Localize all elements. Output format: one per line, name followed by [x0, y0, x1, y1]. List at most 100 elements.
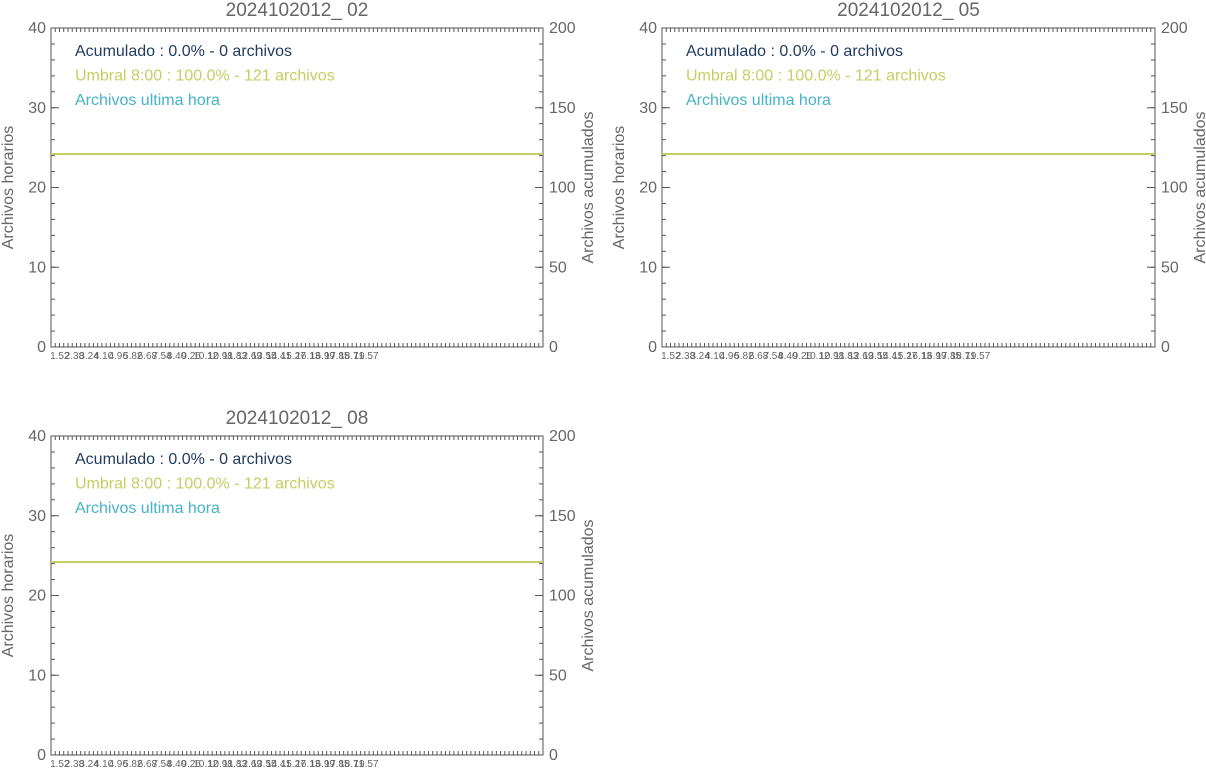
x-tick-label: 2.38	[65, 351, 85, 362]
y-left-tick-label: 40	[639, 20, 657, 37]
y-right-tick-label: 100	[549, 588, 576, 605]
x-tick-label: 7.54	[763, 351, 783, 362]
x-tick-label: 16.13	[295, 759, 320, 770]
x-tick-label: 18.71	[339, 759, 364, 770]
x-tick-label: 6.68	[138, 351, 158, 362]
y-left-tick-label: 0	[648, 339, 657, 356]
x-tick-label: 15.27	[892, 351, 917, 362]
legend-entry-threshold: Umbral 8:00 : 100.0% - 121 archivos	[686, 68, 946, 85]
x-tick-label: 9.26	[181, 351, 201, 362]
y-right-tick-label: 100	[1161, 180, 1188, 197]
x-tick-label: 9.26	[181, 759, 201, 770]
y-right-tick-label: 50	[549, 259, 567, 276]
legend-entry-accumulated: Acumulado : 0.0% - 0 archivos	[75, 451, 292, 468]
x-tick-label: 13.55	[252, 759, 277, 770]
x-tick-label: 13.55	[252, 351, 277, 362]
x-tick-label: 10.12	[193, 759, 218, 770]
y-left-tick-label: 10	[639, 259, 657, 276]
x-tick-label: 16.13	[295, 351, 320, 362]
y-left-tick-label: 30	[639, 100, 657, 117]
x-tick-label: 5.82	[123, 759, 143, 770]
y-left-tick-label: 30	[28, 508, 46, 525]
y-left-tick-label: 10	[28, 667, 46, 684]
x-tick-label: 12.69	[237, 351, 262, 362]
y-right-tick-label: 150	[549, 508, 576, 525]
x-tick-label: 17.85	[936, 351, 961, 362]
x-tick-label: 4.96	[720, 351, 740, 362]
x-tick-label: 4.96	[108, 351, 128, 362]
x-tick-label: 17.85	[325, 759, 350, 770]
x-tick-label: 4.10	[705, 351, 725, 362]
x-tick-label: 4.10	[94, 759, 114, 770]
x-tick-label: 19.57	[354, 759, 379, 770]
chart-panel-2: 2024102012_ 05 1.522.383.244.104.965.826.…	[611, 0, 1206, 362]
y-right-tick-label: 0	[549, 747, 558, 764]
x-tick-label: 10.98	[819, 351, 844, 362]
x-tick-label: 16.99	[921, 351, 946, 362]
x-tick-label: 2.38	[676, 351, 696, 362]
x-minor-ticks	[50, 436, 544, 755]
x-tick-label: 12.69	[237, 759, 262, 770]
y-right-tick-label: 0	[549, 339, 558, 356]
legend-entry-last_hour: Archivos ultima hora	[686, 92, 831, 109]
x-minor-ticks	[50, 28, 544, 347]
x-tick-label: 9.26	[793, 351, 813, 362]
x-tick-label: 3.24	[79, 351, 99, 362]
x-tick-label: 10.98	[208, 759, 233, 770]
y-left-tick-label: 0	[37, 747, 46, 764]
y-right-tick-label: 150	[1161, 100, 1188, 117]
x-tick-label: 17.85	[325, 351, 350, 362]
y-right-tick-label: 150	[549, 100, 576, 117]
x-tick-label: 8.40	[167, 351, 187, 362]
y-left-axis-label: Archivos horarios	[611, 126, 628, 250]
legend-entry-accumulated: Acumulado : 0.0% - 0 archivos	[686, 43, 903, 60]
x-tick-label: 18.71	[951, 351, 976, 362]
x-tick-label: 1.52	[661, 351, 681, 362]
y-right-tick-label: 200	[549, 20, 576, 37]
legend-entry-threshold: Umbral 8:00 : 100.0% - 121 archivos	[75, 68, 335, 85]
x-tick-label: 11.83	[223, 351, 248, 362]
legend-entry-accumulated: Acumulado : 0.0% - 0 archivos	[75, 43, 292, 60]
x-tick-label: 15.27	[281, 759, 306, 770]
x-tick-label: 6.68	[749, 351, 769, 362]
chart-panel-1: 2024102012_ 02 1.522.383.244.104.965.826.…	[0, 0, 597, 362]
y-left-tick-label: 20	[28, 588, 46, 605]
y-right-tick-label: 50	[549, 667, 567, 684]
legend-entry-threshold: Umbral 8:00 : 100.0% - 121 archivos	[75, 476, 335, 493]
y-right-axis-label: Archivos acumulados	[580, 519, 597, 671]
x-minor-ticks	[661, 28, 1156, 347]
x-tick-label: 1.52	[50, 759, 70, 770]
y-left-axis-label: Archivos horarios	[0, 534, 17, 658]
y-left-tick-label: 20	[639, 180, 657, 197]
x-tick-label: 14.41	[266, 759, 291, 770]
x-tick-label: 16.13	[907, 351, 932, 362]
y-left-axis-label: Archivos horarios	[0, 126, 17, 250]
x-tick-label: 7.54	[152, 351, 172, 362]
x-tick-label: 11.83	[223, 759, 248, 770]
x-tick-label: 14.41	[878, 351, 903, 362]
x-tick-label: 19.57	[354, 351, 379, 362]
y-left-tick-label: 40	[28, 20, 46, 37]
x-tick-label: 11.83	[834, 351, 859, 362]
y-right-tick-label: 0	[1161, 339, 1170, 356]
x-tick-label: 19.57	[965, 351, 990, 362]
x-tick-label: 5.82	[734, 351, 754, 362]
x-tick-label: 4.96	[108, 759, 128, 770]
x-tick-label: 4.10	[94, 351, 114, 362]
y-left-tick-label: 10	[28, 259, 46, 276]
y-right-tick-label: 200	[549, 428, 576, 445]
x-tick-label: 3.24	[690, 351, 710, 362]
x-tick-label: 8.40	[778, 351, 798, 362]
y-right-tick-label: 50	[1161, 259, 1179, 276]
x-tick-label: 16.99	[310, 759, 335, 770]
legend-entry-last_hour: Archivos ultima hora	[75, 500, 220, 517]
y-left-tick-label: 40	[28, 428, 46, 445]
x-tick-label: 16.99	[310, 351, 335, 362]
x-tick-label: 7.54	[152, 759, 172, 770]
x-tick-label: 15.27	[281, 351, 306, 362]
x-tick-label: 18.71	[339, 351, 364, 362]
chart-panel-3: 2024102012_ 08 1.522.383.244.104.965.826.…	[0, 408, 597, 770]
x-tick-label: 8.40	[167, 759, 187, 770]
x-tick-label: 2.38	[65, 759, 85, 770]
